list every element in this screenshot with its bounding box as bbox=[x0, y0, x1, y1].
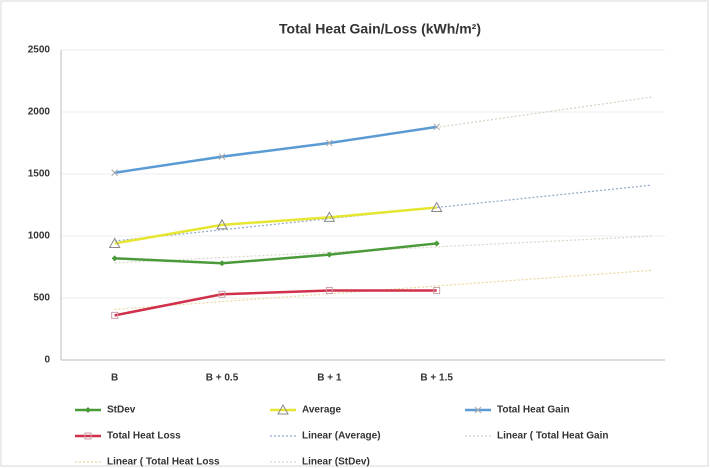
x-tick-label: B + 1.5 bbox=[420, 373, 453, 384]
point bbox=[218, 153, 226, 160]
legend-label: Linear (StDev) bbox=[302, 457, 370, 468]
point bbox=[323, 211, 336, 222]
point bbox=[111, 169, 119, 177]
x-tick-label: B bbox=[111, 373, 118, 384]
chart-title: Total Heat Gain/Loss (kWh/m²) bbox=[279, 21, 481, 37]
legend-marker bbox=[474, 406, 482, 414]
legend-label: StDev bbox=[107, 405, 136, 416]
legend-label: Total Heat Loss bbox=[107, 431, 181, 442]
y-tick-label: 2000 bbox=[28, 107, 51, 118]
point bbox=[433, 287, 441, 295]
point bbox=[111, 255, 118, 262]
point bbox=[326, 251, 333, 258]
series-line bbox=[114, 206, 437, 245]
legend-marker bbox=[277, 403, 289, 415]
point bbox=[218, 290, 226, 298]
legend-label: Linear (Average) bbox=[302, 431, 381, 442]
point bbox=[433, 123, 441, 131]
y-tick-label: 1000 bbox=[28, 231, 51, 242]
point bbox=[433, 240, 440, 247]
y-tick-label: 500 bbox=[33, 293, 50, 304]
legend-label: Total Heat Gain bbox=[497, 405, 570, 416]
legend-marker bbox=[85, 407, 91, 413]
point bbox=[430, 201, 443, 212]
series-line bbox=[114, 242, 437, 265]
y-tick-label: 1500 bbox=[28, 169, 51, 180]
y-tick-label: 0 bbox=[44, 355, 50, 366]
point bbox=[325, 287, 333, 295]
point bbox=[219, 260, 225, 267]
legend-marker bbox=[84, 432, 92, 440]
legend-label: Linear ( Total Heat Gain bbox=[497, 431, 609, 442]
y-tick-label: 2500 bbox=[28, 45, 51, 56]
point bbox=[216, 218, 228, 230]
x-tick-label: B + 1 bbox=[317, 373, 342, 384]
point bbox=[111, 311, 119, 319]
x-tick-label: B + 0.5 bbox=[206, 373, 239, 384]
series-line bbox=[114, 289, 437, 317]
legend-label: Average bbox=[302, 405, 342, 416]
point bbox=[108, 237, 121, 248]
point bbox=[325, 139, 333, 147]
legend-label: Linear ( Total Heat Loss bbox=[107, 457, 220, 468]
series-line bbox=[114, 125, 437, 174]
